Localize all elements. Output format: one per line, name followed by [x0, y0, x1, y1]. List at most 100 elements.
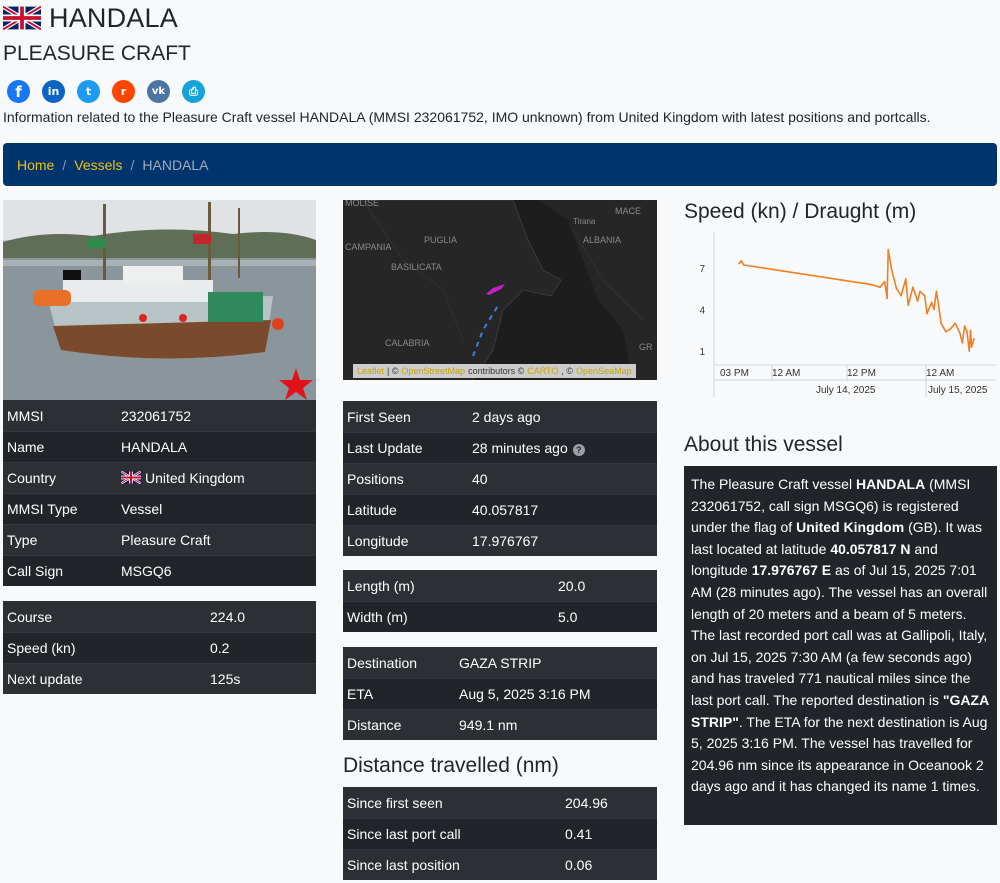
map-label: CALABRIA	[385, 338, 430, 348]
speed-data-point	[963, 325, 966, 327]
speed-data-point	[935, 290, 938, 293]
map-label: CAMPANIA	[345, 242, 391, 252]
row-label: Type	[7, 532, 38, 548]
row-label: Length (m)	[347, 577, 415, 594]
dimension-table: Length (m) 20.0 Width (m) 5.0	[343, 570, 657, 632]
speed-data-point	[900, 294, 902, 297]
row-value: 224.0	[210, 608, 246, 625]
row-value: 5.0	[558, 609, 578, 625]
openseamap-link[interactable]: OpenSeaMap	[576, 366, 632, 376]
about-destination: "GAZA STRIP"	[691, 691, 989, 730]
osm-link[interactable]: OpenStreetMap	[401, 366, 466, 376]
table-row: Since first seen 204.96	[343, 787, 657, 818]
speed-data-point	[923, 294, 926, 297]
table-row: Latitude 40.057817	[343, 494, 657, 525]
reddit-icon[interactable]: r	[112, 80, 135, 103]
attr-text: contributors ©	[468, 366, 525, 376]
twitter-icon[interactable]: t	[77, 80, 100, 103]
table-row: Distance 949.1 nm	[343, 709, 657, 740]
position-table: First Seen 2 days ago Last Update 28 minute…	[343, 401, 657, 556]
row-value: 2 days ago	[472, 408, 541, 425]
speed-data-point	[883, 280, 886, 283]
speed-data-point	[869, 283, 872, 286]
last-update-value: 28 minutes ago	[472, 440, 568, 456]
breadcrumb-home-link[interactable]: Home	[17, 156, 55, 173]
leaflet-link[interactable]: Leaflet	[357, 366, 385, 376]
identity-table: MMSI 232061752 Name HANDALA Country United Ki…	[3, 400, 316, 586]
speed-data-point	[907, 304, 909, 307]
x-tick-label: 12 PM	[847, 368, 876, 379]
speed-data-point	[912, 286, 914, 288]
row-value: 0.06	[565, 857, 593, 873]
table-row: Longitude 17.976767	[343, 525, 657, 556]
speed-data-point	[966, 330, 968, 333]
row-value: 949.1 nm	[459, 717, 518, 733]
vk-icon[interactable]: vk	[147, 80, 170, 103]
row-label: Call Sign	[7, 563, 64, 579]
speed-data-point	[970, 346, 973, 348]
speed-data-point	[938, 305, 940, 308]
table-row: Course 224.0	[3, 601, 316, 632]
country-value: United Kingdom	[145, 470, 245, 486]
table-row: Destination GAZA STRIP	[343, 647, 657, 678]
carto-link[interactable]: CARTO	[527, 366, 559, 376]
speed-data-point	[916, 300, 919, 302]
table-row: MMSI Type Vessel	[3, 493, 316, 524]
row-value: 40	[472, 471, 488, 487]
breadcrumb: Home / Vessels / HANDALA	[3, 143, 997, 186]
table-row: Name HANDALA	[3, 431, 316, 462]
table-row: Since last port call 0.41	[343, 818, 657, 849]
about-vessel-name: HANDALA	[855, 476, 926, 492]
speed-data-point	[887, 248, 889, 251]
speed-data-point	[919, 290, 921, 293]
speed-data-point	[961, 342, 964, 344]
speed-data-point	[891, 269, 893, 272]
row-value: HANDALA	[121, 439, 188, 455]
attr-text: , ©	[561, 366, 574, 376]
facebook-icon[interactable]: f	[7, 80, 30, 103]
table-row: Last Update 28 minutes ago?	[343, 432, 657, 463]
row-label: First Seen	[347, 408, 411, 425]
table-row: Country United Kingdom	[3, 462, 316, 493]
speed-data-point	[940, 322, 942, 325]
x-tick-label: 12 AM	[926, 368, 954, 379]
date-label: July 14, 2025	[816, 385, 876, 396]
row-value: MSGQ6	[121, 563, 172, 579]
row-label: Last Update	[347, 440, 423, 456]
row-label: Name	[7, 439, 45, 455]
help-icon[interactable]: ?	[572, 444, 585, 456]
table-row: MMSI 232061752	[3, 400, 316, 431]
speed-data-point	[886, 297, 888, 300]
y-tick-label: 7	[699, 264, 705, 275]
row-label: Since last position	[347, 857, 460, 873]
breadcrumb-separator: /	[62, 156, 67, 173]
speed-data-point	[742, 264, 745, 266]
speed-data-point	[740, 260, 743, 262]
row-value: Vessel	[121, 501, 163, 517]
distance-table: Since first seen 204.96 Since last port ca…	[343, 787, 657, 880]
speed-data-point	[738, 262, 740, 265]
speed-data-point	[905, 278, 907, 280]
row-label: Since first seen	[347, 794, 443, 811]
speed-data-point	[895, 287, 898, 290]
row-label: Positions	[347, 471, 404, 487]
attr-text: | ©	[387, 366, 399, 376]
speed-data-point	[926, 312, 928, 315]
print-icon[interactable]: ⎙	[182, 80, 205, 103]
map-label: MOLISE	[345, 200, 379, 208]
table-row: Call Sign MSGQ6	[3, 555, 316, 586]
table-row: Type Pleasure Craft	[3, 524, 316, 555]
chart-title: Speed (kn) / Draught (m)	[684, 200, 917, 223]
table-row: Since last position 0.06	[343, 849, 657, 880]
row-value: 232061752	[121, 407, 192, 424]
row-value: 20.0	[558, 577, 586, 594]
linkedin-icon[interactable]: in	[42, 80, 65, 103]
row-value: United Kingdom	[120, 470, 245, 486]
speed-draught-chart: 1 4 7 03 PM 12 AM 12 PM 12 AM July 14, 2025 July…	[684, 232, 998, 402]
row-label: Speed (kn)	[7, 640, 76, 656]
row-label: Latitude	[347, 502, 397, 518]
vessel-map[interactable]: MOLISE MACE CAMPANIA PUGLIA Tirana ALBAN…	[343, 200, 657, 380]
speed-data-point	[930, 301, 933, 304]
breadcrumb-vessels-link[interactable]: Vessels	[74, 156, 123, 173]
map-attribution: Leaflet | © OpenStreetMap contributors ©…	[353, 364, 636, 378]
